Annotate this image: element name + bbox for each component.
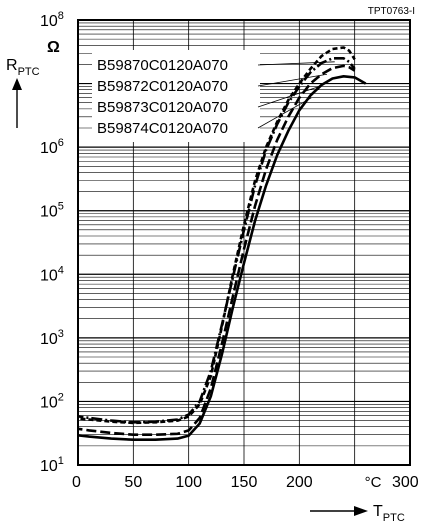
series-line-1 <box>78 46 356 425</box>
y-axis-label-sub: PTC <box>18 66 40 78</box>
y-axis-title: RPTC Ω <box>6 39 60 128</box>
legend: B59870C0120A070 B59872C0120A070 B59873C012… <box>92 50 335 142</box>
y-tick-label: 104 <box>40 264 64 284</box>
y-tick-label: 101 <box>40 455 64 475</box>
x-axis-label-main: T <box>373 503 383 520</box>
x-axis-label-sub: PTC <box>383 512 405 522</box>
x-tick-label: 200 <box>286 474 313 491</box>
series-line-3 <box>78 64 356 436</box>
grid-lines <box>78 20 410 466</box>
x-tick-label: 150 <box>231 474 258 491</box>
y-axis-arrow-head <box>12 78 22 90</box>
y-axis-unit: Ω <box>47 39 60 56</box>
legend-label: B59872C0120A070 <box>97 78 228 95</box>
svg-text:RPTC: RPTC <box>6 57 40 78</box>
y-tick-label: 103 <box>40 328 64 348</box>
x-tick-label: 100 <box>175 474 202 491</box>
svg-text:TPTC: TPTC <box>373 503 405 522</box>
series-line-2 <box>78 57 356 424</box>
plot-frame <box>77 19 411 466</box>
y-tick-label: 108 <box>40 10 64 30</box>
legend-leader-line <box>257 86 320 108</box>
legend-label: B59873C0120A070 <box>97 99 228 116</box>
y-tick-labels: 101 102 103 104 105 106 108 <box>40 10 64 475</box>
x-axis-arrow-head <box>354 506 368 516</box>
x-tick-labels: 0 50 100 150 200 300 <box>72 474 419 491</box>
x-axis-unit: °C <box>365 474 382 491</box>
series-line-4 <box>78 75 367 441</box>
figure-id: TPT0763-I <box>368 6 415 17</box>
y-tick-label: 102 <box>40 391 64 411</box>
legend-label: B59870C0120A070 <box>97 57 228 74</box>
x-axis-title: °C TPTC <box>310 474 405 522</box>
x-tick-label: 300 <box>392 474 419 491</box>
legend-background <box>92 50 260 142</box>
x-tick-label: 50 <box>124 474 142 491</box>
y-axis-label-main: R <box>6 57 18 74</box>
legend-leader-line <box>257 97 312 129</box>
y-tick-label: 106 <box>40 137 64 157</box>
x-tick-label: 0 <box>72 474 81 491</box>
legend-leader-line <box>257 61 335 66</box>
series-layer <box>78 46 367 441</box>
legend-leader-line <box>257 73 328 87</box>
legend-label: B59874C0120A070 <box>97 120 228 137</box>
y-tick-label: 105 <box>40 201 64 221</box>
